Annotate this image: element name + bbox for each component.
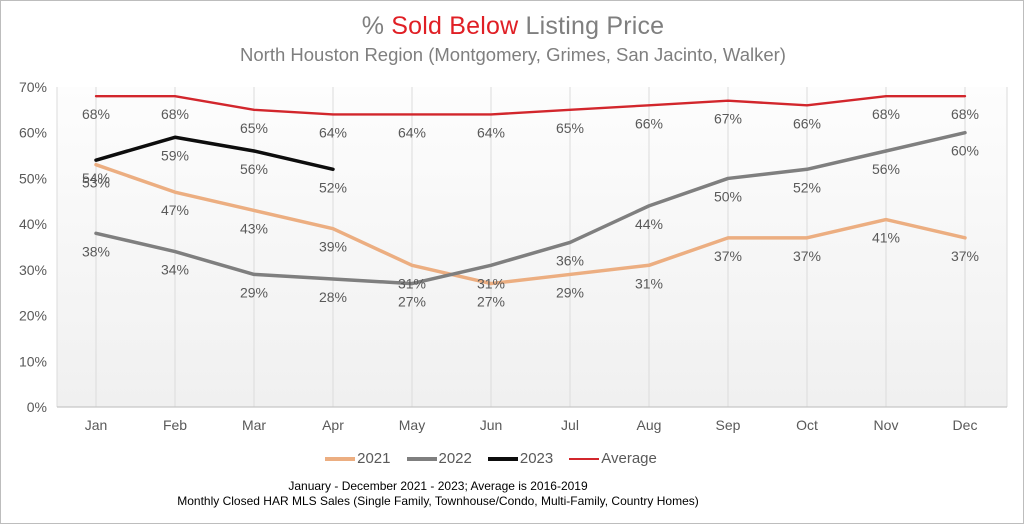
data-label-2023-jan: 54% (82, 170, 110, 186)
footnotes: January - December 2021 - 2023; Average … (1, 479, 950, 508)
legend-swatch-2021 (325, 456, 356, 461)
data-label-2021-oct: 37% (793, 248, 821, 264)
data-label-average-mar: 65% (240, 120, 268, 136)
data-label-2023-mar: 56% (240, 161, 268, 177)
data-label-2022-dec: 60% (951, 143, 979, 159)
y-axis-label: 30% (19, 262, 47, 278)
data-label-2022-feb: 34% (161, 262, 189, 278)
data-label-average-jul: 65% (556, 120, 584, 136)
legend-item-2021: 2021 (325, 450, 391, 467)
y-axis-label: 40% (19, 216, 47, 232)
legend-label-2021: 2021 (357, 450, 391, 467)
x-axis-label: Aug (637, 417, 662, 433)
x-axis-label: Sep (716, 417, 741, 433)
data-label-average-jun: 64% (477, 124, 505, 140)
legend-label-2023: 2023 (519, 450, 554, 467)
data-label-2021-jul: 29% (556, 284, 584, 300)
x-axis-label: Oct (796, 417, 818, 433)
data-label-2021-jan: 53% (82, 175, 110, 191)
data-label-average-aug: 66% (635, 115, 663, 131)
data-label-2022-jul: 36% (556, 252, 584, 268)
x-axis-label: May (399, 417, 425, 433)
x-axis-label: Apr (322, 417, 344, 433)
data-label-2021-may: 31% (398, 275, 426, 291)
data-label-average-dec: 68% (951, 106, 979, 122)
chart-legend: 2021 2022 2023 Average (1, 450, 1003, 467)
data-label-average-sep: 67% (714, 111, 742, 127)
data-label-2022-mar: 29% (240, 284, 268, 300)
data-label-average-apr: 64% (319, 124, 347, 140)
data-label-2022-nov: 56% (872, 161, 900, 177)
y-axis-label: 20% (19, 308, 47, 324)
title-emphasis: Sold Below (391, 12, 519, 40)
title-block: % Sold Below Listing Price North Houston… (1, 12, 1023, 66)
data-label-2021-mar: 43% (240, 220, 268, 236)
chart-subtitle: North Houston Region (Montgomery, Grimes… (240, 44, 786, 65)
series-line-average (94, 94, 967, 116)
data-label-2022-jun: 31% (477, 275, 505, 291)
data-label-2022-oct: 52% (793, 179, 821, 195)
data-label-2022-sep: 50% (714, 188, 742, 204)
data-label-2022-apr: 28% (319, 289, 347, 305)
x-axis-label: Jan (85, 417, 108, 433)
data-label-average-may: 64% (398, 124, 426, 140)
series-line-2021 (94, 162, 967, 286)
data-label-2021-nov: 41% (872, 230, 900, 246)
data-label-2022-jan: 38% (82, 243, 110, 259)
data-label-2021-apr: 39% (319, 239, 347, 255)
y-axis-label: 10% (19, 353, 47, 369)
series-line-2023 (94, 135, 335, 172)
data-label-2021-aug: 31% (635, 275, 663, 291)
legend-swatch-average (569, 457, 600, 460)
x-axis-label: Mar (242, 417, 266, 433)
y-axis-label: 60% (19, 125, 47, 141)
legend-item-2022: 2022 (406, 450, 472, 467)
x-axis-label: Jul (561, 417, 579, 433)
y-axis-label: 50% (19, 170, 47, 186)
legend-label-average: Average (601, 450, 657, 467)
series-line-2022 (94, 130, 967, 286)
data-label-2021-sep: 37% (714, 248, 742, 264)
data-label-2023-apr: 52% (319, 179, 347, 195)
chart-title: % Sold Below Listing Price (1, 12, 1023, 41)
footnote-line-2: Monthly Closed HAR MLS Sales (Single Fam… (177, 493, 699, 508)
title-rest: Listing Price (518, 12, 665, 40)
data-label-average-feb: 68% (161, 106, 189, 122)
y-axis-label: 0% (27, 399, 47, 415)
data-label-2022-may: 27% (398, 294, 426, 310)
data-label-average-jan: 68% (82, 106, 110, 122)
legend-swatch-2023 (487, 456, 518, 461)
x-axis-label: Feb (163, 417, 187, 433)
title-prefix: % (361, 12, 392, 40)
legend-item-average: Average (569, 450, 657, 467)
data-label-2022-aug: 44% (635, 216, 663, 232)
plot-area (57, 87, 1007, 407)
data-label-average-oct: 66% (793, 115, 821, 131)
data-label-2021-dec: 37% (951, 248, 979, 264)
x-axis-label: Nov (874, 417, 899, 433)
y-axis-label: 70% (19, 79, 47, 95)
data-label-2021-feb: 47% (161, 202, 189, 218)
legend-label-2022: 2022 (438, 450, 472, 467)
footnote-line-1: January - December 2021 - 2023; Average … (288, 479, 588, 493)
data-label-2021-jun: 27% (477, 294, 505, 310)
data-label-2023-feb: 59% (161, 147, 189, 163)
legend-item-2023: 2023 (487, 450, 554, 467)
data-label-average-nov: 68% (872, 106, 900, 122)
x-axis-label: Dec (953, 417, 978, 433)
x-axis-label: Jun (480, 417, 503, 433)
legend-swatch-2022 (406, 456, 437, 461)
